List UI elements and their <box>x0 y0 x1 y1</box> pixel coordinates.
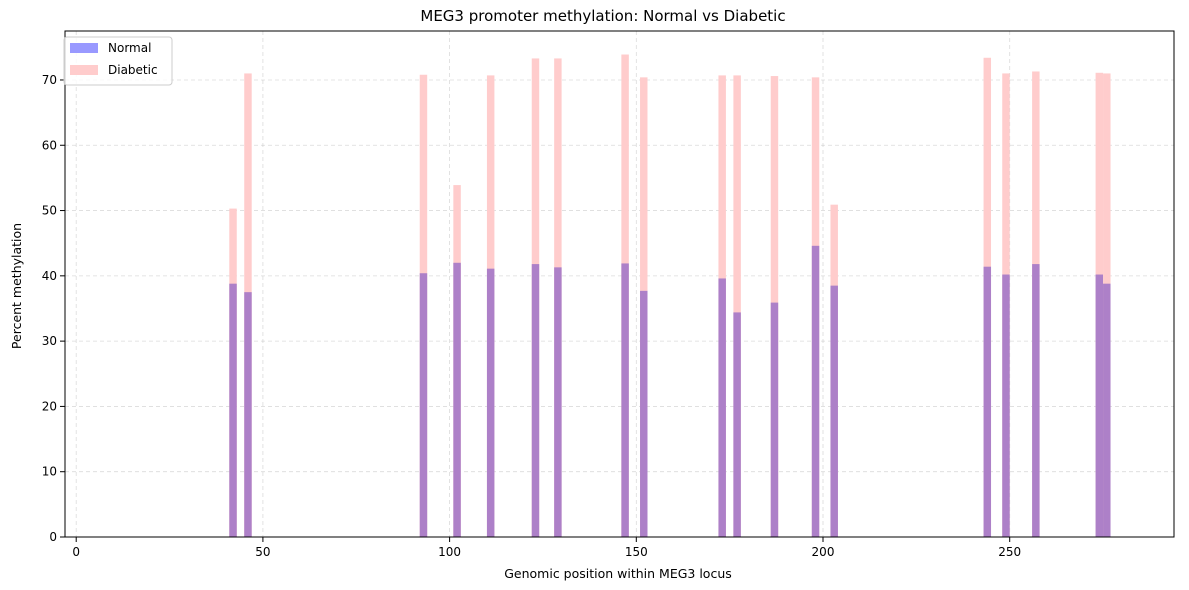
bar-normal <box>1103 283 1111 537</box>
x-tick-label: 0 <box>72 545 80 559</box>
x-tick-label: 250 <box>998 545 1021 559</box>
axes <box>64 30 1175 538</box>
y-tick-label: 40 <box>42 269 57 283</box>
bar-normal <box>983 266 992 537</box>
bar-normal <box>718 278 726 537</box>
x-tick-label: 150 <box>625 545 648 559</box>
bar-normal <box>770 302 779 537</box>
bar-diabetic <box>733 75 741 537</box>
bar-normal <box>733 312 741 537</box>
bar-normal <box>229 283 237 537</box>
bar-normal <box>1095 274 1104 537</box>
bar-normal <box>419 273 428 537</box>
x-axis-label: Genomic position within MEG3 locus <box>504 566 732 581</box>
bar-normal <box>1002 274 1010 537</box>
y-tick-label: 0 <box>49 530 57 544</box>
x-tick-label: 50 <box>255 545 270 559</box>
y-tick-label: 30 <box>42 334 57 348</box>
y-tick-label: 10 <box>42 465 57 479</box>
bars <box>229 54 1111 538</box>
legend: Normal Diabetic <box>63 36 173 86</box>
bar-normal <box>811 245 820 537</box>
bar-normal <box>453 262 461 537</box>
bar-normal <box>621 263 629 537</box>
legend-swatch-normal <box>70 43 98 53</box>
legend-swatch-diabetic <box>70 65 98 75</box>
y-tick-label: 70 <box>42 73 57 87</box>
bar-normal <box>486 268 495 537</box>
bar-normal <box>244 292 252 537</box>
bar-normal <box>554 267 562 537</box>
y-tick-label: 50 <box>42 204 57 218</box>
bar-normal <box>531 264 540 537</box>
y-tick-label: 60 <box>42 138 57 152</box>
bar-normal <box>1032 264 1040 537</box>
chart-title: MEG3 promoter methylation: Normal vs Dia… <box>420 7 785 25</box>
y-tick-label: 20 <box>42 399 57 413</box>
legend-label-diabetic: Diabetic <box>108 63 158 77</box>
bar-normal <box>830 285 838 537</box>
x-tick-label: 200 <box>812 545 835 559</box>
x-ticks: 0 50 100 150 200 250 <box>72 537 1021 559</box>
x-tick-label: 100 <box>438 545 461 559</box>
y-axis-label: Percent methylation <box>9 223 24 349</box>
legend-label-normal: Normal <box>108 41 151 55</box>
y-ticks: 0 10 20 30 40 50 60 70 <box>42 73 65 544</box>
plot-frame <box>64 30 1175 538</box>
bar-normal <box>640 290 648 537</box>
